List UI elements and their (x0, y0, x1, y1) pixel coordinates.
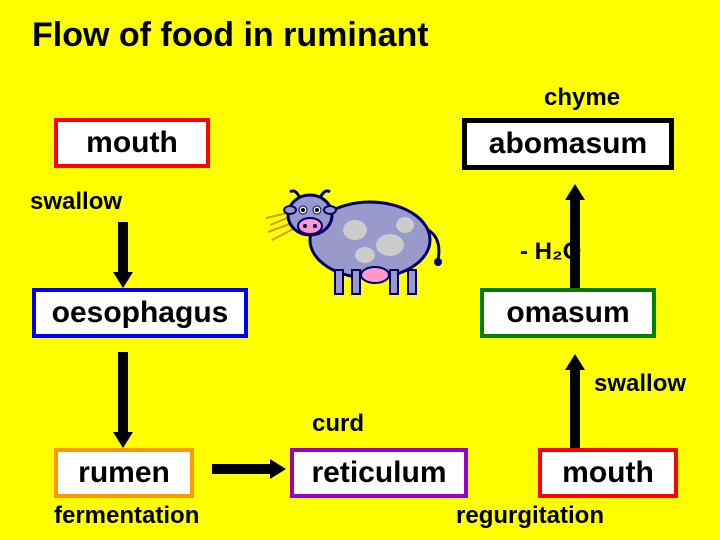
cow-illustration (260, 170, 450, 300)
box-reticulum: reticulum (290, 448, 468, 498)
label-chyme: chyme (544, 84, 620, 112)
label-swallow1: swallow (30, 188, 122, 216)
label-swallow2: swallow (594, 370, 686, 398)
box-abomasum: abomasum (462, 118, 674, 170)
box-rumen: rumen (54, 448, 194, 498)
label-fermentation: fermentation (54, 502, 199, 530)
box-omasum: omasum (480, 288, 656, 338)
box-mouth: mouth (54, 118, 210, 168)
page-title: Flow of food in ruminant (32, 16, 429, 55)
label-regurgitation: regurgitation (456, 502, 604, 530)
label-curd: curd (312, 410, 364, 438)
box-oesophagus: oesophagus (32, 288, 248, 338)
box-mouth2: mouth (538, 448, 678, 498)
